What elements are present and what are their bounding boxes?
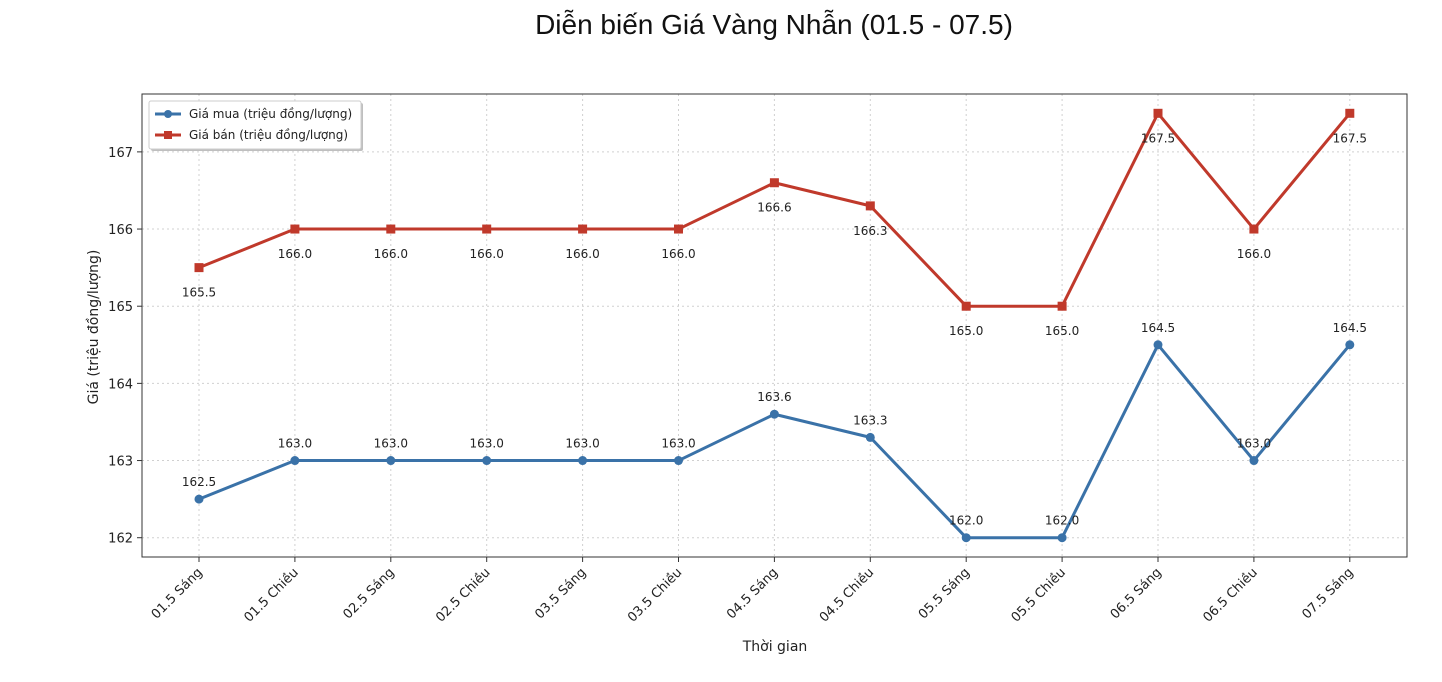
y-tick-label: 167 — [108, 146, 133, 161]
series-1-marker — [1249, 456, 1259, 466]
y-tick-label: 163 — [108, 455, 133, 470]
data-label: 165.0 — [949, 324, 983, 338]
series-1-marker — [1057, 533, 1067, 543]
legend-marker-1 — [164, 110, 172, 118]
series-2-marker — [482, 224, 492, 234]
data-label: 162.5 — [182, 475, 216, 489]
data-label: 166.3 — [853, 224, 887, 238]
data-label: 166.6 — [757, 201, 791, 215]
series-line-1 — [198, 343, 1351, 540]
data-label: 163.0 — [565, 437, 599, 451]
x-tick-label: 01.5 Sáng — [149, 565, 206, 622]
series-2-marker — [290, 224, 300, 234]
x-tick-label: 06.5 Sáng — [1108, 565, 1165, 622]
data-label: 166.0 — [470, 247, 504, 261]
chart-title: Diễn biến Giá Vàng Nhẫn (01.5 - 07.5) — [535, 9, 1013, 40]
series-1-marker — [1153, 340, 1163, 350]
data-label: 166.0 — [1237, 247, 1271, 261]
x-tick-label: 05.5 Chiều — [1009, 565, 1069, 625]
series-2-marker — [1249, 224, 1259, 234]
data-label: 167.5 — [1333, 131, 1367, 145]
x-tick-label: 06.5 Chiều — [1200, 565, 1260, 625]
legend-entry-1: Giá mua (triệu đồng/lượng) — [189, 107, 352, 121]
data-label: 166.0 — [374, 247, 408, 261]
series-1-marker — [674, 456, 683, 466]
x-tick-label: 02.5 Sáng — [340, 565, 397, 622]
data-label: 166.0 — [565, 247, 599, 261]
data-label: 165.0 — [1045, 324, 1079, 338]
x-tick-label: 01.5 Chiều — [241, 565, 301, 625]
series-2-marker — [578, 224, 588, 234]
x-tick-label: 04.5 Chiều — [817, 565, 877, 625]
legend: Giá mua (triệu đồng/lượng) Giá bán (triệu… — [148, 100, 363, 151]
data-label: 163.0 — [661, 437, 695, 451]
series-2-marker — [865, 201, 875, 211]
legend-box — [148, 100, 362, 150]
series-2-marker — [194, 263, 204, 273]
y-tick-label: 165 — [108, 300, 133, 315]
x-axis-label: Thời gian — [742, 639, 808, 655]
data-label: 167.5 — [1141, 131, 1175, 145]
data-label: 166.0 — [661, 247, 695, 261]
data-label: 163.0 — [470, 437, 504, 451]
series-1-marker — [961, 533, 971, 543]
legend-entry-2: Giá bán (triệu đồng/lượng) — [189, 128, 348, 142]
data-label: 166.0 — [278, 247, 312, 261]
y-tick-label: 166 — [108, 223, 133, 238]
series-1-marker — [194, 494, 204, 504]
y-tick-label: 162 — [108, 532, 133, 547]
series-2-marker — [1153, 108, 1163, 118]
series-1-marker — [290, 456, 300, 466]
series-1-marker — [769, 409, 779, 419]
data-label: 163.0 — [278, 437, 312, 451]
series-2-marker — [1345, 108, 1355, 118]
data-label: 162.0 — [1045, 514, 1079, 528]
series-1-marker — [386, 456, 396, 466]
x-tick-label: 02.5 Chiều — [433, 565, 493, 625]
series-2-marker — [961, 301, 971, 311]
data-label: 162.0 — [949, 514, 983, 528]
series-2-marker — [674, 224, 683, 234]
series-1-marker — [578, 456, 588, 466]
data-label: 164.5 — [1141, 321, 1175, 335]
plot-area: 162 163 164 165 166 167 01.5 Sáng 01.5 Chiều 02.… — [108, 93, 1408, 626]
series-1-marker — [865, 432, 875, 442]
data-label: 163.3 — [853, 413, 887, 427]
x-tick-label: 05.5 Sáng — [916, 565, 973, 622]
x-tick-label: 03.5 Sáng — [532, 565, 589, 622]
y-axis-label: Giá (triệu đồng/lượng) — [85, 250, 102, 405]
series-2-marker — [386, 224, 396, 234]
legend-marker-2 — [164, 131, 172, 139]
series-2-marker — [769, 178, 779, 188]
series-1-marker — [1345, 340, 1355, 350]
data-label: 163.0 — [1237, 437, 1271, 451]
data-label: 165.5 — [182, 286, 216, 300]
x-tick-label: 03.5 Chiều — [625, 565, 685, 625]
series-1-marker — [482, 456, 492, 466]
data-label: 163.0 — [374, 437, 408, 451]
series-2-marker — [1057, 301, 1067, 311]
x-tick-label: 04.5 Sáng — [724, 565, 781, 622]
x-tick-label: 07.5 Sáng — [1299, 565, 1356, 622]
data-label: 163.6 — [757, 390, 791, 404]
y-tick-label: 164 — [108, 377, 133, 392]
data-label: 164.5 — [1333, 321, 1367, 335]
